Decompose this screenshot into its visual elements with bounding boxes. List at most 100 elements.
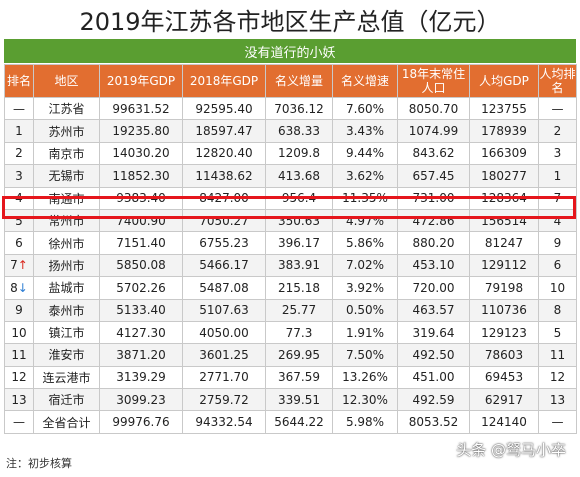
per-capita-cell: 128364 [469,186,539,210]
per-capita-rank-cell: 12 [538,365,577,390]
rank-value: — [13,101,25,116]
table-title: 2019年江苏各市地区生产总值（亿元） [79,7,501,36]
population-cell: 472.86 [397,208,470,233]
rank-value: 10 [11,325,27,340]
rank-value: 2 [15,146,23,161]
population-cell: 463.57 [397,298,470,322]
per-capita-cell: 129112 [469,253,539,278]
per-capita-rank-cell: 1 [538,164,577,188]
region-cell: 淮安市 [33,343,100,367]
population-cell: 492.50 [397,343,470,367]
increase-cell: 638.33 [265,119,333,143]
gdp-2019-cell: 99976.76 [99,410,183,434]
table-row: 7↑ 扬州市 5850.08 5466.17 383.91 7.02% 453.10 1291… [4,253,577,278]
growth-cell: 7.50% [332,343,398,367]
table-row: 9 泰州市 5133.40 5107.63 25.77 0.50% 463.57 110736… [4,298,577,322]
increase-cell: 1209.8 [265,141,333,166]
growth-cell: 3.92% [332,276,398,300]
header-per-capita-gdp: 人均GDP [469,64,539,98]
footnote: 注：初步核算 [6,457,72,470]
rank-cell: 11 [4,343,34,367]
region-cell: 徐州市 [33,231,100,255]
rank-cell: — [4,410,34,434]
gdp-2018-cell: 18597.47 [182,119,266,143]
gdp-2019-cell: 5133.40 [99,298,183,322]
gdp-2018-cell: 3601.25 [182,343,266,367]
per-capita-cell: 166309 [469,141,539,166]
growth-cell: 7.60% [332,96,398,121]
header-gdp-2018: 2018年GDP [182,64,266,98]
rank-cell: 6 [4,231,34,255]
gdp-2019-cell: 7151.40 [99,231,183,255]
per-capita-cell: 62917 [469,388,539,412]
rank-value: — [13,415,25,430]
rank-cell: 5 [4,208,34,233]
population-cell: 319.64 [397,320,470,345]
population-cell: 880.20 [397,231,470,255]
population-cell: 731.00 [397,186,470,210]
growth-cell: 9.44% [332,141,398,166]
rank-down-arrow-icon: ↓ [17,280,28,295]
population-cell: 720.00 [397,276,470,300]
gdp-table: 排名 地区 2019年GDP 2018年GDP 名义增量 名义增速 18年末常住… [4,64,577,434]
rank-cell: 8↓ [4,276,34,300]
region-cell: 镇江市 [33,320,100,345]
population-cell: 453.10 [397,253,470,278]
gdp-2018-cell: 8427.00 [182,186,266,210]
gdp-2019-cell: 5850.08 [99,253,183,278]
rank-up-arrow-icon: ↑ [17,258,28,273]
gdp-2018-cell: 11438.62 [182,164,266,188]
increase-cell: 956.4 [265,186,333,210]
gdp-2019-cell: 3871.20 [99,343,183,367]
per-capita-cell: 78603 [469,343,539,367]
per-capita-rank-cell: — [538,96,577,121]
growth-cell: 13.26% [332,365,398,390]
table-row: 11 淮安市 3871.20 3601.25 269.95 7.50% 492.50 7860… [4,343,577,367]
population-cell: 8050.70 [397,96,470,121]
per-capita-cell: 156514 [469,208,539,233]
population-cell: 843.62 [397,141,470,166]
region-cell: 连云港市 [33,365,100,390]
gdp-2018-cell: 94332.54 [182,410,266,434]
increase-cell: 350.63 [265,208,333,233]
population-cell: 1074.99 [397,119,470,143]
gdp-2019-cell: 19235.80 [99,119,183,143]
gdp-2018-cell: 5107.63 [182,298,266,322]
per-capita-cell: 79198 [469,276,539,300]
per-capita-cell: 180277 [469,164,539,188]
gdp-2018-cell: 5466.17 [182,253,266,278]
table-row: 10 镇江市 4127.30 4050.00 77.3 1.91% 319.64 129123… [4,320,577,345]
per-capita-rank-cell: 2 [538,119,577,143]
region-cell: 无锡市 [33,164,100,188]
gdp-2019-cell: 14030.20 [99,141,183,166]
rank-cell: 2 [4,141,34,166]
increase-cell: 215.18 [265,276,333,300]
gdp-2018-cell: 92595.40 [182,96,266,121]
gdp-2019-cell: 99631.52 [99,96,183,121]
per-capita-rank-cell: 7 [538,186,577,210]
region-cell: 盐城市 [33,276,100,300]
header-per-capita-rank: 人均排名 [538,64,577,98]
gdp-2018-cell: 5487.08 [182,276,266,300]
gdp-2018-cell: 2771.70 [182,365,266,390]
increase-cell: 7036.12 [265,96,333,121]
growth-cell: 3.43% [332,119,398,143]
rank-cell: 9 [4,298,34,322]
population-cell: 8053.52 [397,410,470,434]
per-capita-rank-cell: 10 [538,276,577,300]
growth-cell: 4.97% [332,208,398,233]
population-cell: 451.00 [397,365,470,390]
per-capita-rank-cell: 4 [538,208,577,233]
per-capita-cell: 123755 [469,96,539,121]
rank-cell: 1 [4,119,34,143]
table-row: 13 宿迁市 3099.23 2759.72 339.51 12.30% 492.59 629… [4,388,577,412]
increase-cell: 396.17 [265,231,333,255]
region-cell: 常州市 [33,208,100,233]
header-population: 18年末常住人口 [397,64,470,98]
rank-value: 4 [15,191,23,206]
header-nominal-increase: 名义增量 [265,64,333,98]
growth-cell: 5.86% [332,231,398,255]
per-capita-cell: 129123 [469,320,539,345]
rank-value: 12 [11,370,27,385]
table-subtitle: 没有道行的小妖 [4,39,576,63]
